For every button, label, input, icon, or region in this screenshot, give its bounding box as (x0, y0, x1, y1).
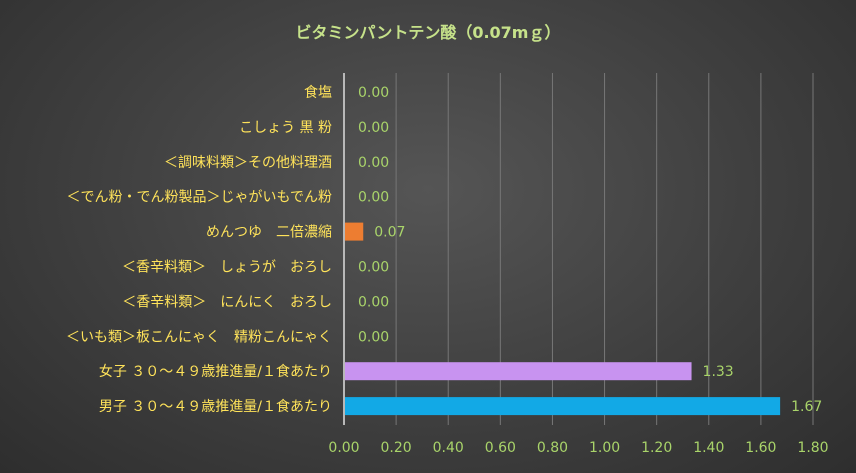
x-tick-label: 0.00 (328, 440, 359, 456)
data-label: 0.00 (358, 155, 389, 171)
category-label: ＜調味料類＞その他料理酒 (164, 155, 332, 171)
x-tick-label: 0.20 (381, 440, 412, 456)
x-tick-label: 0.40 (433, 440, 464, 456)
category-label: こしょう 黒 粉 (239, 120, 332, 136)
x-axis-tick-labels: 0.00 0.20 0.40 0.60 0.80 1.00 1.20 1.40 1.60 1.80 (328, 440, 828, 456)
x-tick-label: 1.40 (693, 440, 724, 456)
category-label: ＜香辛料類＞ しょうが おろし (122, 260, 332, 276)
category-label: 男子 ３０～４９歳推進量/１食あたり (99, 398, 332, 415)
data-label: 0.00 (358, 120, 389, 136)
data-label: 0.00 (358, 190, 389, 206)
data-label: 0.00 (358, 294, 389, 310)
x-tick-label: 0.80 (537, 440, 568, 456)
bar (345, 397, 781, 416)
chart-title: ビタミンパントテン酸（0.07mｇ） (296, 23, 561, 43)
gridlines (343, 73, 814, 425)
data-label: 1.67 (791, 399, 822, 415)
data-label: 0.00 (358, 85, 389, 101)
data-label: 0.00 (358, 260, 389, 276)
x-tick-label: 1.00 (589, 440, 620, 456)
category-label: ＜いも類＞板こんにゃく 精粉こんにゃく (66, 329, 332, 345)
bar (345, 362, 692, 381)
category-label: 食塩 (304, 84, 332, 101)
category-label: ＜香辛料類＞ にんにく おろし (122, 294, 332, 310)
category-label: 女子 ３０～４９歳推進量/１食あたり (99, 363, 332, 380)
category-label: ＜でん粉・でん粉製品＞じゃがいもでん粉 (67, 190, 332, 206)
x-tick-label: 1.80 (797, 440, 828, 456)
x-tick-label: 1.20 (641, 440, 672, 456)
x-tick-label: 1.60 (745, 440, 776, 456)
value-labels: 0.00 0.00 0.00 0.00 0.07 0.00 0.00 0.00 1.33 1.67 (358, 85, 822, 415)
x-tick-label: 0.60 (485, 440, 516, 456)
data-label: 0.00 (358, 329, 389, 345)
bars (345, 222, 781, 416)
data-label: 0.07 (374, 225, 405, 241)
data-label: 1.33 (703, 364, 734, 380)
bar (345, 222, 364, 241)
category-label: めんつゆ 二倍濃縮 (206, 225, 332, 241)
